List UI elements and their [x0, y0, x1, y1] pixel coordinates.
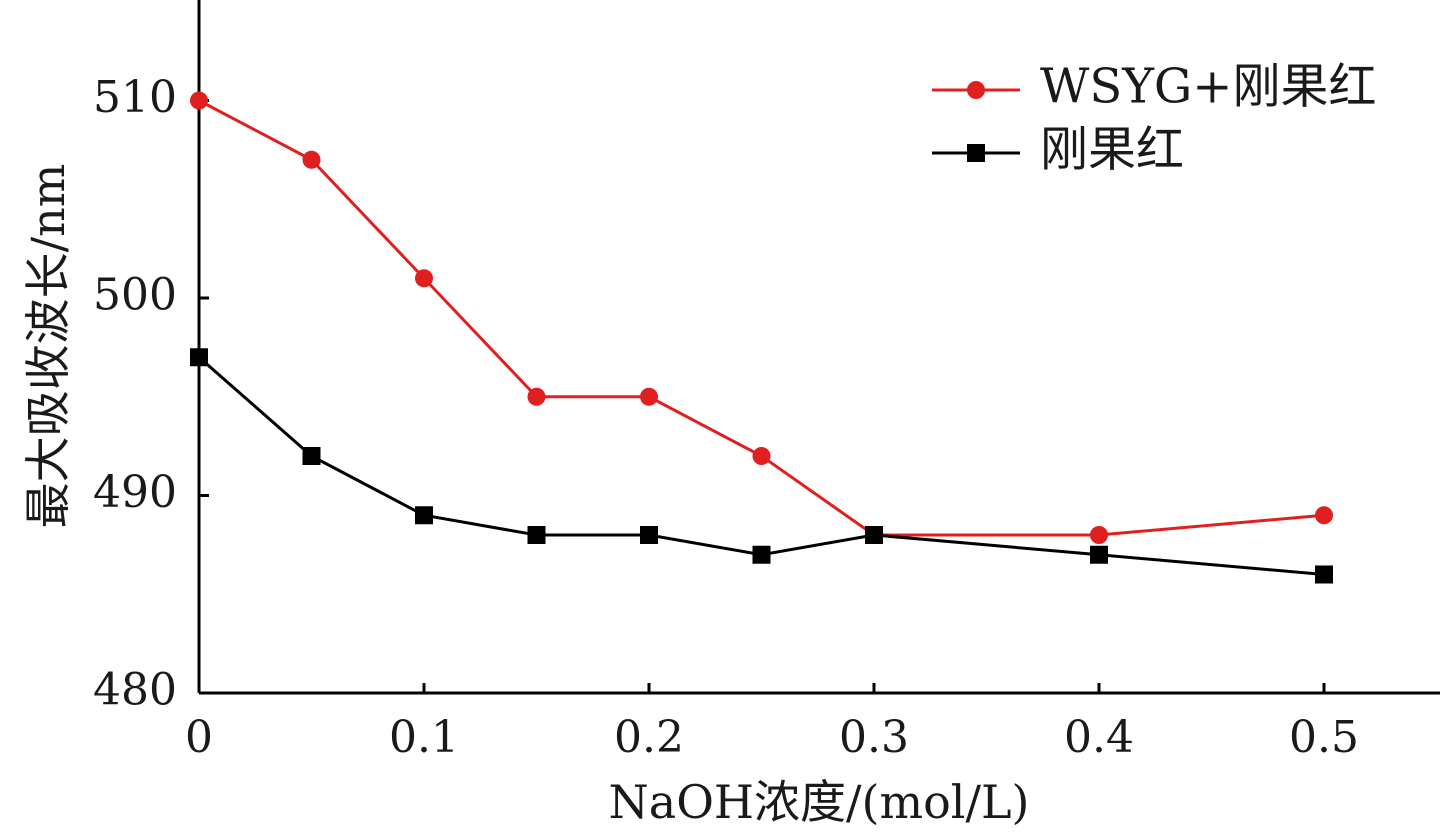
legend-label: WSYG+刚果红 [1040, 59, 1376, 115]
x-tick-label: 0.2 [614, 712, 684, 763]
legend-label: 刚果红 [1040, 122, 1184, 178]
legend-marker [967, 81, 985, 99]
legend-marker [967, 144, 985, 162]
y-tick-label: 500 [93, 270, 177, 321]
y-tick-label: 510 [93, 72, 177, 123]
y-tick-label: 480 [93, 665, 177, 716]
data-point [752, 545, 771, 564]
x-tick-label: 0.3 [839, 712, 909, 763]
data-point [1315, 506, 1333, 525]
y-axis-title: 最大吸收波长/nm [21, 164, 75, 529]
data-point [190, 348, 208, 367]
series-layer [190, 91, 1333, 584]
data-point [415, 269, 433, 288]
series-1 [190, 348, 1333, 584]
series-line [198, 356, 1325, 576]
data-point [190, 91, 208, 110]
x-tick-label: 0 [185, 712, 213, 763]
x-tick-label: 0.4 [1064, 712, 1134, 763]
y-ticks: 480 490 500 510 [93, 72, 209, 716]
data-point [865, 526, 883, 544]
data-point [1090, 526, 1108, 544]
data-point [1090, 545, 1108, 564]
axes [197, 0, 1440, 695]
data-point [640, 526, 658, 544]
data-point [752, 447, 771, 465]
data-point [527, 387, 546, 406]
x-tick-label: 0.1 [389, 712, 459, 763]
data-point [1315, 565, 1333, 584]
x-tick-label: 0.5 [1289, 712, 1359, 763]
data-point [527, 526, 546, 544]
data-point [302, 150, 321, 169]
data-point [415, 506, 433, 525]
data-point [302, 447, 321, 465]
y-tick-label: 490 [93, 467, 177, 518]
x-ticks: 0 0.1 0.2 0.3 0.4 0.5 [185, 683, 1359, 763]
x-axis-title: NaOH浓度/(mol/L) [609, 775, 1030, 829]
data-point [640, 387, 658, 406]
